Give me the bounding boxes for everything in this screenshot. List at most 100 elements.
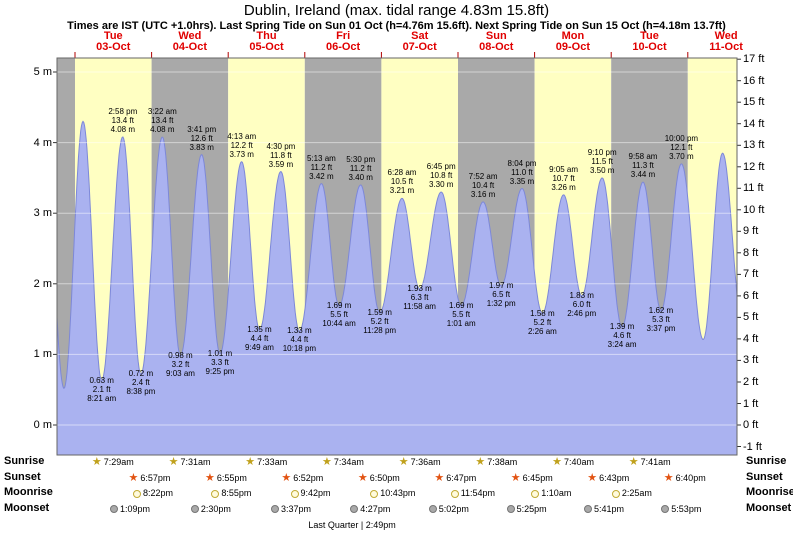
moonrise-moon-icon — [290, 489, 299, 498]
sunset-time: 6:50pm — [369, 472, 400, 483]
sunset-marker: ★ 6:45pm — [511, 472, 553, 485]
sunset-time: 6:40pm — [675, 472, 706, 483]
moonrise-marker: 10:43pm — [370, 487, 415, 500]
moonset-moon-icon — [584, 505, 592, 513]
y-axis-right-label: 16 ft — [743, 74, 765, 87]
y-axis-right-label: 12 ft — [743, 160, 765, 173]
y-axis-right-label: -1 ft — [743, 440, 762, 453]
sunrise-time: 7:40am — [563, 457, 594, 467]
y-axis-right-label: 7 ft — [743, 268, 759, 281]
sunrise-star-icon: ★ — [168, 456, 179, 468]
moonset-moon-icon — [350, 505, 359, 513]
moonrise-marker: 9:42pm — [290, 487, 331, 500]
sunrise-star-icon: ★ — [552, 456, 562, 468]
low-tide-annotation: 1.59 m 5.2 ft 11:28 pm — [363, 307, 397, 335]
low-tide-annotation: 1.62 m 5.3 ft 3:37 pm — [646, 305, 676, 333]
sunset-star-icon: ★ — [510, 471, 521, 484]
sunrise-time: 7:41am — [640, 457, 671, 467]
sunset-marker: ★ 6:57pm — [129, 472, 171, 485]
moonrise-marker: 8:22pm — [133, 487, 173, 500]
sunrise-marker: ★ 7:29am — [92, 456, 134, 469]
sunset-marker: ★ 6:55pm — [205, 472, 247, 485]
high-tide-annotation: 2:58 pm 13.4 ft 4.08 m — [108, 107, 138, 134]
sunrise-marker: ★ 7:33am — [245, 456, 287, 469]
sunrise-marker: ★ 7:40am — [552, 456, 594, 469]
y-axis-left-label: 3 m — [33, 207, 52, 220]
moonset-time: 1:09pm — [120, 503, 151, 514]
moonset-marker: 3:37pm — [271, 503, 311, 516]
moonrise-moon-icon — [531, 489, 540, 498]
moonrise-time: 8:55pm — [221, 488, 252, 498]
moonrise-marker: 11:54pm — [450, 487, 496, 500]
sunrise-marker: ★ 7:41am — [629, 456, 671, 469]
low-tide-annotation: 1.33 m 4.4 ft 10:18 pm — [282, 326, 317, 354]
row-label-right-sunset: Sunset — [746, 470, 783, 483]
high-tide-annotation: 4:13 am 12.2 ft 3.73 m — [227, 131, 257, 159]
high-tide-annotation: 5:30 pm 11.2 ft 3.40 m — [346, 155, 376, 182]
low-tide-annotation: 1.69 m 5.5 ft 1:01 am — [446, 300, 476, 328]
low-tide-annotation: 0.98 m 3.2 ft 9:03 am — [166, 350, 195, 378]
row-label-right-sunrise: Sunrise — [746, 455, 787, 467]
y-axis-left-label: 0 m — [33, 419, 52, 431]
moonset-moon-icon — [110, 505, 118, 513]
low-tide-annotation: 1.35 m 4.4 ft 9:49 am — [245, 324, 274, 352]
moonset-marker: 5:02pm — [428, 503, 469, 516]
tide-area — [56, 120, 738, 456]
moonrise-moon-icon — [211, 489, 220, 498]
sunrise-time: 7:34am — [333, 457, 364, 467]
moonrise-time: 10:43pm — [380, 488, 416, 498]
moonrise-moon-icon — [611, 489, 620, 498]
moonrise-marker: 8:55pm — [211, 487, 251, 500]
high-tide-annotation: 3:41 pm 12.6 ft 3.83 m — [187, 124, 217, 152]
y-axis-right-label: 15 ft — [743, 96, 765, 109]
sunset-star-icon: ★ — [357, 471, 368, 484]
sunrise-marker: ★ 7:38am — [475, 456, 517, 469]
plot-border — [56, 57, 738, 456]
moonset-moon-icon — [428, 505, 437, 513]
y-axis-left-label: 5 m — [33, 66, 52, 78]
sunrise-star-icon: ★ — [628, 456, 639, 468]
moonset-moon-icon — [190, 505, 199, 513]
moonrise-marker: 2:25am — [611, 487, 652, 500]
row-label-left-sunset: Sunset — [4, 470, 41, 483]
moonset-moon-icon — [271, 505, 279, 513]
high-tide-annotation: 6:45 pm 10.8 ft 3.30 m — [426, 162, 456, 189]
sunset-star-icon: ★ — [663, 471, 674, 484]
row-label-right-moonrise: Moonrise — [746, 486, 793, 498]
low-tide-annotation: 0.72 m 2.4 ft 8:38 pm — [126, 369, 156, 397]
moonset-moon-icon — [506, 505, 515, 513]
moonrise-time: 2:25am — [621, 488, 652, 498]
row-label-right-moonset: Moonset — [746, 501, 792, 514]
day-label-07-Oct: Sat 07-Oct — [402, 30, 437, 53]
day-label-04-Oct: Wed 04-Oct — [172, 30, 208, 53]
y-axis-right-label: 6 ft — [743, 289, 759, 302]
moonset-marker: 5:53pm — [661, 503, 701, 516]
page-title: Dublin, Ireland (max. tidal range 4.83m … — [243, 2, 550, 19]
day-label-11-Oct: Wed 11-Oct — [709, 30, 743, 53]
moonset-time: 5:41pm — [594, 503, 625, 514]
sunset-time: 6:52pm — [293, 472, 324, 483]
low-tide-annotation: 1.83 m 6.0 ft 2:46 pm — [567, 290, 597, 318]
moonrise-marker: 1:10am — [531, 487, 571, 500]
moonset-time: 4:27pm — [360, 503, 391, 514]
moonrise-time: 11:54pm — [460, 488, 496, 498]
moonrise-moon-icon — [370, 489, 379, 498]
sunset-time: 6:55pm — [216, 472, 247, 483]
sunset-star-icon: ★ — [434, 471, 445, 484]
low-tide-annotation: 1.97 m 6.5 ft 1:32 pm — [486, 280, 516, 308]
y-axis-right-label: 14 ft — [743, 117, 765, 130]
sunset-star-icon: ★ — [205, 471, 215, 484]
moon-phase-label: Last Quarter | 2:49pm — [308, 520, 396, 530]
y-axis-right-label: 3 ft — [743, 354, 759, 367]
y-axis-right-label: 0 ft — [743, 419, 759, 431]
day-label-06-Oct: Fri 06-Oct — [325, 30, 361, 53]
moonset-time: 5:02pm — [438, 503, 469, 514]
moonset-time: 2:30pm — [200, 503, 231, 514]
y-axis-right-label: 8 ft — [743, 246, 759, 259]
sunrise-star-icon: ★ — [475, 456, 486, 468]
high-tide-annotation: 10:00 pm 12.1 ft 3.70 m — [664, 133, 699, 161]
high-tide-annotation: 8:04 pm 11.0 ft 3.35 m — [507, 158, 537, 186]
sunset-marker: ★ 6:50pm — [358, 472, 400, 485]
